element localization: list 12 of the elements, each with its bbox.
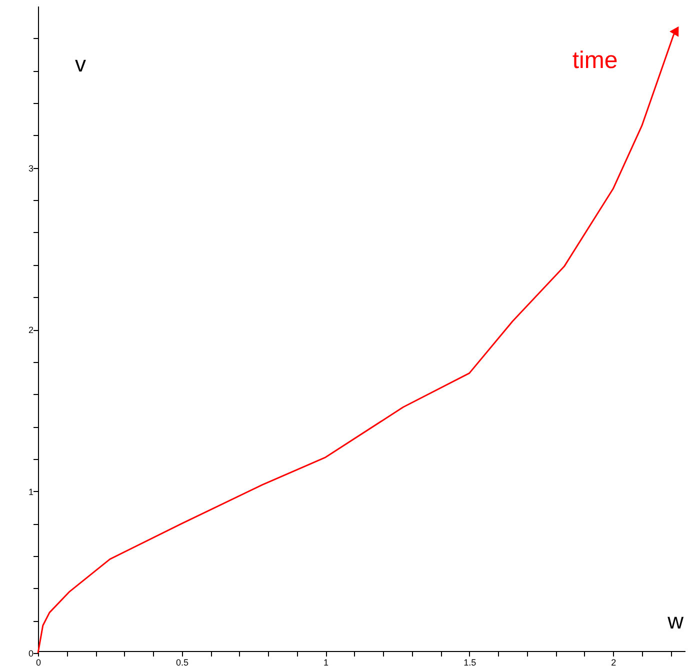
annotation: time [572, 47, 618, 74]
x-tick-label: 0.5 [176, 658, 189, 666]
x-tick-label: 1.5 [464, 658, 476, 666]
y-tick-label: 2 [28, 325, 34, 335]
y-tick-label: 0 [28, 648, 34, 658]
x-tick-label: 0 [36, 658, 42, 666]
x-axis-title: w [666, 608, 684, 634]
x-tick-label: 2 [611, 658, 616, 666]
y-tick-label: 3 [28, 163, 34, 174]
x-tick-label: 1 [324, 658, 329, 666]
y-axis-title: v [75, 52, 86, 76]
y-tick-label: 1 [28, 486, 34, 497]
